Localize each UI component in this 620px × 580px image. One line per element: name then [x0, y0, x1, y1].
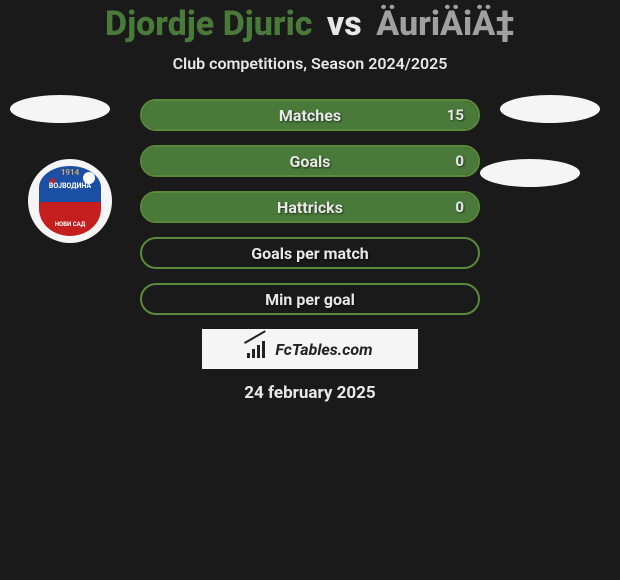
avatar-placeholder-icon: [10, 95, 110, 123]
subtitle: Club competitions, Season 2024/2025: [173, 54, 448, 73]
club-name-top: ВОЈВОДИНА: [49, 182, 91, 190]
stat-value: 0: [455, 152, 464, 170]
stat-label: Hattricks: [277, 198, 343, 217]
stat-value: 0: [455, 198, 464, 216]
club-placeholder-icon: [480, 159, 580, 187]
date-label: 24 february 2025: [244, 383, 375, 403]
player-b-avatar: [500, 95, 600, 123]
infographic-container: Djordje Djuric vs ÄuriÄiÄ‡ Club competit…: [0, 0, 620, 403]
player-a-name: Djordje Djuric: [105, 4, 312, 44]
stat-row-goals: Goals 0: [140, 145, 480, 177]
stat-row-hattricks: Hattricks 0: [140, 191, 480, 223]
stat-label: Goals per match: [251, 244, 369, 263]
logo-text: FcTables.com: [275, 340, 372, 359]
stat-label: Matches: [279, 106, 341, 125]
stat-row-matches: Matches 15: [140, 99, 480, 131]
club-name-bottom: НОВИ САД: [55, 221, 85, 228]
stat-row-min-per-goal: Min per goal: [140, 283, 480, 315]
avatar-placeholder-icon: [500, 95, 600, 123]
stat-label: Goals: [290, 152, 331, 171]
club-badge-circle: 1914 ★ ВОЈВОДИНА НОВИ САД: [28, 159, 112, 243]
player-b-club-badge: [480, 159, 580, 187]
vs-label: vs: [327, 4, 362, 44]
club-year: 1914: [61, 168, 79, 177]
player-b-name: ÄuriÄiÄ‡: [376, 4, 515, 44]
player-a-club-badge: 1914 ★ ВОЈВОДИНА НОВИ САД: [28, 159, 112, 243]
page-title: Djordje Djuric vs ÄuriÄiÄ‡: [105, 4, 515, 44]
stats-section: 1914 ★ ВОЈВОДИНА НОВИ САД Matches 15: [0, 99, 620, 315]
source-logo[interactable]: FcTables.com: [202, 329, 418, 369]
stat-label: Min per goal: [265, 290, 355, 309]
stat-row-goals-per-match: Goals per match: [140, 237, 480, 269]
stat-value: 15: [447, 106, 464, 124]
player-a-avatar: [10, 95, 110, 123]
chart-icon: [247, 340, 269, 358]
club-badge-icon: 1914 ★ ВОЈВОДИНА НОВИ САД: [39, 166, 101, 236]
